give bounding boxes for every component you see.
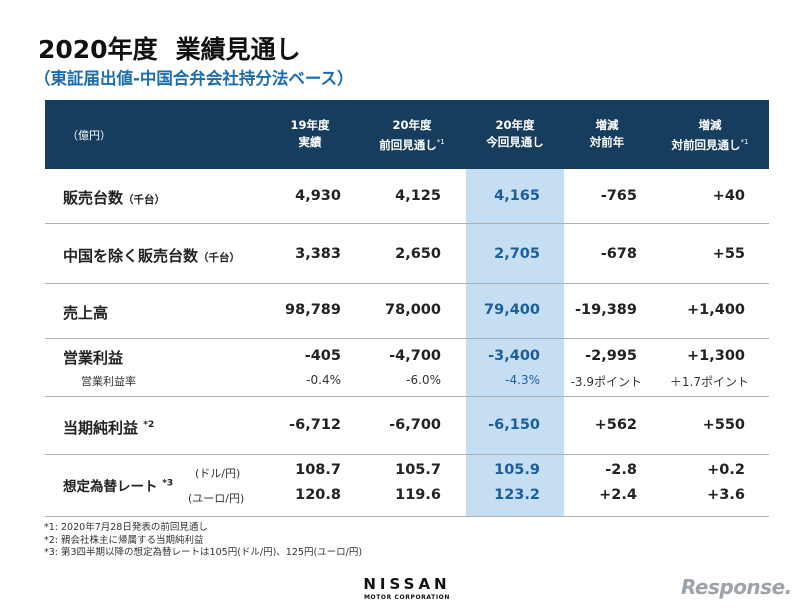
header-fy19-actual: 19年度 実績 [290,118,330,149]
cell-change-yoy: +562 [594,417,637,433]
row-divider [45,223,769,224]
cell-change-prev: +550 [702,417,745,433]
cell-usd-change-yoy: -2.8 [605,462,637,478]
row-label: 販売台数（千台） [63,189,166,207]
row-divider [45,396,769,397]
cell-fy20-prev: 78,000 [385,302,441,318]
title-year: 2020年度 [38,35,158,64]
row-divider [45,338,769,339]
cell-eur-fy20-prev: 119.6 [395,487,441,503]
cell-fy20-curr: 4,165 [494,188,540,204]
row-divider [45,283,769,284]
brand-tagline: MOTOR CORPORATION [363,594,451,601]
row-label: 売上高 [63,304,109,322]
cell-fy19: -405 [304,348,341,364]
table-row-net-income: 当期純利益 *2 -6,712 -6,700 -6,150 +562 +550 [45,397,769,455]
title-main: 業績見通し [175,35,301,64]
table-row-sales-units: 販売台数（千台） 4,930 4,125 4,165 -765 +40 [45,169,769,224]
cell-margin-change-yoy: -3.9ポイント [570,375,642,389]
footnote-3: *3: 第3四半期以降の想定為替レートは105円(ドル/円)、125円(ユーロ/… [44,547,363,558]
unit-label: （億円） [67,129,111,142]
cell-eur-change-yoy: +2.4 [599,487,637,503]
cell-fy19: 4,930 [295,188,341,204]
header-change-vs-previous: 増減 対前回見通し*1 [671,118,749,152]
header-fy20-current: 20年度 今回見通し [486,118,544,149]
cell-fy19: 3,383 [295,246,341,262]
cell-change-prev: +40 [712,188,745,204]
footnote-1: *1: 2020年7月28日発表の前回見通し [44,522,208,533]
table-row-revenue: 売上高 98,789 78,000 79,400 -19,389 +1,400 [45,284,769,339]
page-subtitle: （東証届出値-中国合弁会社持分法ベース） [34,69,354,88]
cell-margin-fy19: -0.4% [306,373,341,387]
cell-eur-change-prev: +3.6 [707,487,745,503]
cell-change-yoy: -2,995 [585,348,637,364]
cell-usd-fy20-curr: 105.9 [494,462,540,478]
cell-fy20-curr: 2,705 [494,246,540,262]
currency-label-usd: (ドル/円) [195,467,241,480]
cell-change-prev: +1,300 [686,348,745,364]
table-row-fx-rate: 想定為替レート *3 (ドル/円) (ユーロ/円) 108.7 105.7 10… [45,455,769,517]
currency-label-eur: (ユーロ/円) [188,492,245,505]
cell-eur-fy20-curr: 123.2 [494,487,540,503]
cell-margin-fy20-curr: -4.3% [505,373,540,387]
row-divider [45,516,769,517]
row-label: 想定為替レート *3 [63,478,174,496]
cell-eur-fy19: 120.8 [295,487,341,503]
current-forecast-highlight [466,169,564,517]
forecast-table: （億円） 19年度 実績 20年度 前回見通し*1 20年度 今回見通し 増減 対前年 … [45,100,769,517]
header-fy20-previous: 20年度 前回見通し*1 [379,118,445,152]
cell-margin-fy20-prev: -6.0% [406,373,441,387]
cell-usd-fy19: 108.7 [295,462,341,478]
cell-change-yoy: -765 [600,188,637,204]
cell-change-yoy: -678 [600,246,637,262]
cell-fy20-curr: -6,150 [488,417,540,433]
cell-change-yoy: -19,389 [575,302,637,318]
cell-margin-change-prev: ＋1.7ポイント [669,375,749,389]
nissan-logo: NISSAN MOTOR CORPORATION [357,575,457,601]
header-change-yoy: 増減 対前年 [589,118,625,149]
footnote-2: *2: 親会社株主に帰属する当期純利益 [44,534,204,546]
cell-fy20-prev: 2,650 [395,246,441,262]
cell-fy20-prev: 4,125 [395,188,441,204]
page-title: 2020年度 業績見通し [38,30,301,66]
table-row-sales-ex-china: 中国を除く販売台数（千台） 3,383 2,650 2,705 -678 +55 [45,224,769,284]
footnotes: *1: 2020年7月28日発表の前回見通し *2: 親会社株主に帰属する当期純… [44,522,362,560]
cell-usd-fy20-prev: 105.7 [395,462,441,478]
cell-fy20-curr: 79,400 [484,302,540,318]
row-label: 中国を除く販売台数（千台） [63,247,241,265]
table-row-operating-profit: 営業利益 営業利益率 -405 -4,700 -3,400 -2,995 +1,… [45,339,769,397]
response-watermark: Response. [681,575,792,599]
cell-fy19: 98,789 [285,302,341,318]
cell-fy20-prev: -6,700 [389,417,441,433]
cell-usd-change-prev: +0.2 [707,462,745,478]
cell-fy20-curr: -3,400 [488,348,540,364]
brand-name: NISSAN [363,575,451,593]
row-divider [45,454,769,455]
table-header: （億円） 19年度 実績 20年度 前回見通し*1 20年度 今回見通し 増減 対前年 … [45,100,769,169]
row-label: 営業利益 [63,349,124,367]
row-label: 当期純利益 *2 [63,419,155,437]
row-sublabel: 営業利益率 [81,375,136,388]
cell-change-prev: +1,400 [686,302,745,318]
cell-fy19: -6,712 [289,417,341,433]
cell-fy20-prev: -4,700 [389,348,441,364]
cell-change-prev: +55 [712,246,745,262]
